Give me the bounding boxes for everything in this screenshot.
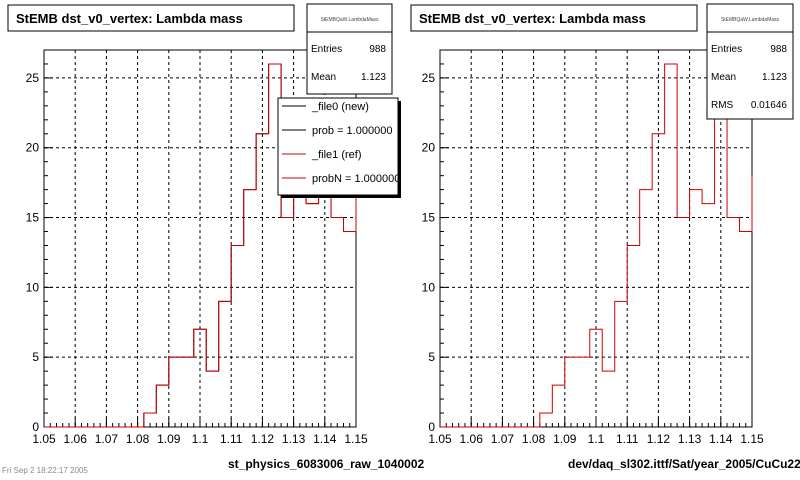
- stats-value: 988: [770, 44, 787, 55]
- x-tick-label: 1.07: [95, 432, 119, 446]
- legend-label: prob = 1.000000: [312, 125, 392, 137]
- stats-value: 988: [369, 44, 386, 55]
- x-tick-label: 1.1: [192, 432, 209, 446]
- timestamp: Fri Sep 2 18:22:17 2005: [2, 466, 88, 475]
- legend-clip: _file0 (new) prob = 1.000000 _file1 (ref) p…: [282, 101, 400, 185]
- x-tick-label: 1.05: [32, 432, 56, 446]
- chart-title: StEMB dst_v0_vertex: Lambda mass: [16, 11, 243, 26]
- y-tick-label: 10: [422, 280, 436, 294]
- x-tick-label: 1.11: [616, 432, 639, 446]
- x-tick-label: 1.12: [647, 432, 671, 446]
- x-axis-label: dev/daq_sl302.ittf/Sat/year_2005/CuCu22_…: [568, 457, 800, 471]
- x-tick-label: 1.08: [126, 432, 150, 446]
- x-axis-label: st_physics_6083006_raw_1040002: [228, 457, 424, 471]
- stats-title: StEMBQaW.LambdaMass: [320, 17, 379, 23]
- stats-value: 1.123: [762, 72, 787, 83]
- x-tick-label: 1.14: [313, 432, 337, 446]
- y-tick-label: 0: [32, 420, 39, 434]
- legend-label: _file1 (ref): [311, 149, 362, 161]
- x-tick-label: 1.14: [709, 432, 733, 446]
- stats-title: StEMBQaW.LambdaMass: [721, 17, 780, 23]
- y-tick-label: 0: [428, 420, 435, 434]
- x-tick-label: 1.1: [588, 432, 605, 446]
- x-tick-label: 1.09: [157, 432, 181, 446]
- histogram-series-2: [44, 63, 357, 428]
- x-tick-label: 1.11: [220, 432, 243, 446]
- stats-label: RMS: [711, 100, 734, 111]
- chart-panel-2: 1.05 1.06 1.07 1.08 1.09 1.1 1.11 1.12 1.13 1.14 1…: [410, 3, 800, 471]
- x-tick-label: 1.15: [344, 432, 368, 446]
- x-tick-label: 1.07: [491, 432, 515, 446]
- x-tick-label: 1.08: [522, 432, 546, 446]
- stats-label: Mean: [311, 72, 336, 83]
- x-tick-label: 1.06: [460, 432, 484, 446]
- y-tick-label: 20: [422, 141, 436, 155]
- stats-label: Mean: [711, 72, 736, 83]
- x-tick-label: 1.05: [428, 432, 452, 446]
- x-tick-label: 1.06: [64, 432, 88, 446]
- stats-box: [306, 3, 393, 95]
- y-tick-label: 15: [422, 211, 436, 225]
- chart-title: StEMB dst_v0_vertex: Lambda mass: [419, 11, 646, 26]
- stats-label: Entries: [311, 44, 342, 55]
- y-tick-label: 15: [26, 211, 40, 225]
- histogram-series-1: [440, 63, 753, 428]
- legend-label: probN = 1.000000: [312, 173, 400, 185]
- x-tick-label: 1.15: [740, 432, 764, 446]
- legend-box: [277, 97, 399, 196]
- legend-label: _file0 (new): [311, 101, 369, 113]
- stats-box: [706, 3, 794, 120]
- x-tick-label: 1.13: [282, 432, 306, 446]
- chart-panel-1: 1.05 1.06 1.07 1.08 1.09 1.1 1.11 1.12 1.13 1.14 1…: [7, 3, 424, 471]
- y-tick-label: 5: [428, 350, 435, 364]
- y-tick-label: 25: [422, 71, 436, 85]
- y-tick-label: 10: [26, 280, 40, 294]
- x-tick-label: 1.09: [553, 432, 577, 446]
- y-tick-label: 5: [32, 350, 39, 364]
- stats-value: 0.01646: [751, 100, 788, 111]
- y-tick-label: 20: [26, 141, 40, 155]
- title-box: [7, 4, 295, 32]
- title-box: [410, 4, 698, 32]
- y-tick-label: 25: [26, 71, 40, 85]
- stats-value: 1.123: [361, 72, 386, 83]
- x-tick-label: 1.13: [678, 432, 702, 446]
- stats-label: Entries: [711, 44, 742, 55]
- x-tick-label: 1.12: [251, 432, 275, 446]
